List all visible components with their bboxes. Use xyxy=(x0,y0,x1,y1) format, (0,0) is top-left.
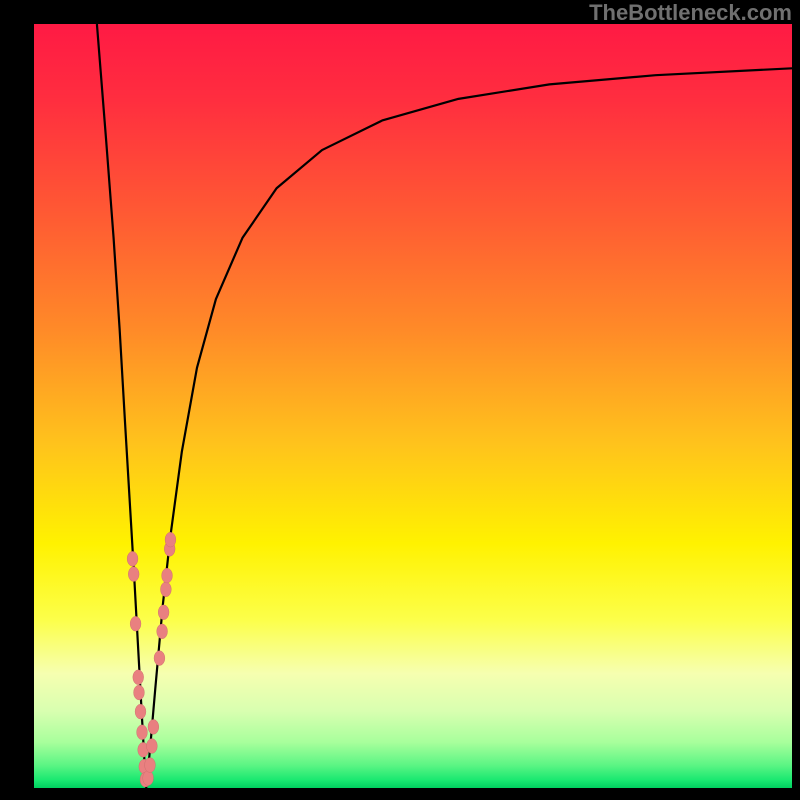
data-marker xyxy=(128,567,139,582)
data-marker xyxy=(157,624,168,639)
data-marker xyxy=(165,532,176,547)
gradient-background xyxy=(34,24,792,788)
data-marker xyxy=(130,616,141,631)
plot-area xyxy=(34,24,792,788)
chart-container: TheBottleneck.com xyxy=(0,0,800,800)
plot-svg xyxy=(34,24,792,788)
data-marker xyxy=(127,551,138,566)
data-marker xyxy=(143,771,154,786)
data-marker xyxy=(162,568,173,583)
data-marker xyxy=(146,739,157,754)
data-marker xyxy=(135,704,146,719)
data-marker xyxy=(158,605,169,620)
data-marker xyxy=(137,725,148,740)
data-marker xyxy=(160,582,171,597)
data-marker xyxy=(133,670,144,685)
data-marker xyxy=(154,651,165,666)
watermark-text: TheBottleneck.com xyxy=(589,0,792,26)
data-marker xyxy=(134,685,145,700)
data-marker xyxy=(148,719,159,734)
data-marker xyxy=(145,758,156,773)
